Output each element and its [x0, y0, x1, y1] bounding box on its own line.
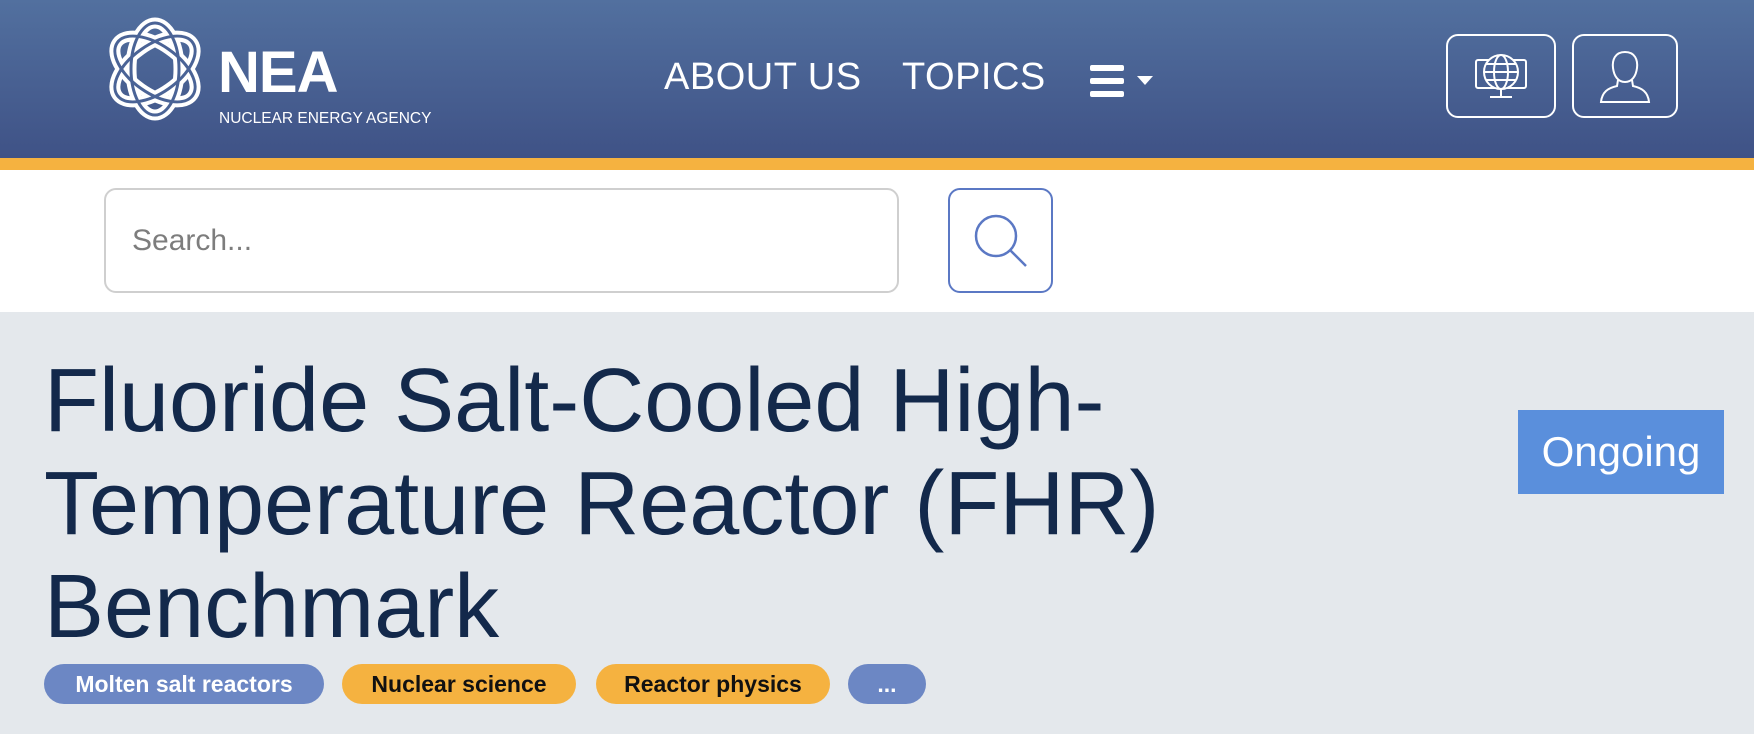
nav-about-us[interactable]: ABOUT US	[664, 56, 862, 98]
globe-monitor-icon	[1475, 54, 1527, 98]
menu-toggle-button[interactable]	[1090, 62, 1162, 100]
tag-reactor-physics[interactable]: Reactor physics	[596, 664, 830, 704]
tag-more[interactable]: ...	[848, 664, 926, 704]
nea-logo-icon	[109, 17, 201, 121]
logo-subtitle: NUCLEAR ENERGY AGENCY	[219, 110, 432, 127]
hamburger-menu-icon	[1090, 65, 1153, 97]
chevron-down-icon	[1137, 76, 1153, 85]
site-header: NEA NUCLEAR ENERGY AGENCY ABOUT US TOPIC…	[0, 0, 1754, 158]
search-icon	[974, 214, 1027, 267]
search-input[interactable]	[104, 188, 899, 293]
status-badge: Ongoing	[1518, 410, 1724, 494]
search-button[interactable]	[948, 188, 1053, 293]
tag-molten-salt-reactors[interactable]: Molten salt reactors	[44, 664, 324, 704]
user-icon	[1599, 50, 1651, 103]
tag-nuclear-science[interactable]: Nuclear science	[342, 664, 576, 704]
header-accent-bar	[0, 158, 1754, 170]
nea-logo[interactable]: NEA NUCLEAR ENERGY AGENCY	[100, 14, 460, 134]
page-title: Fluoride Salt-Cooled High-Temperature Re…	[44, 351, 1160, 657]
logo-wordmark: NEA	[218, 40, 338, 105]
language-button[interactable]	[1446, 34, 1556, 118]
nav-topics[interactable]: TOPICS	[902, 56, 1046, 98]
account-button[interactable]	[1572, 34, 1678, 118]
